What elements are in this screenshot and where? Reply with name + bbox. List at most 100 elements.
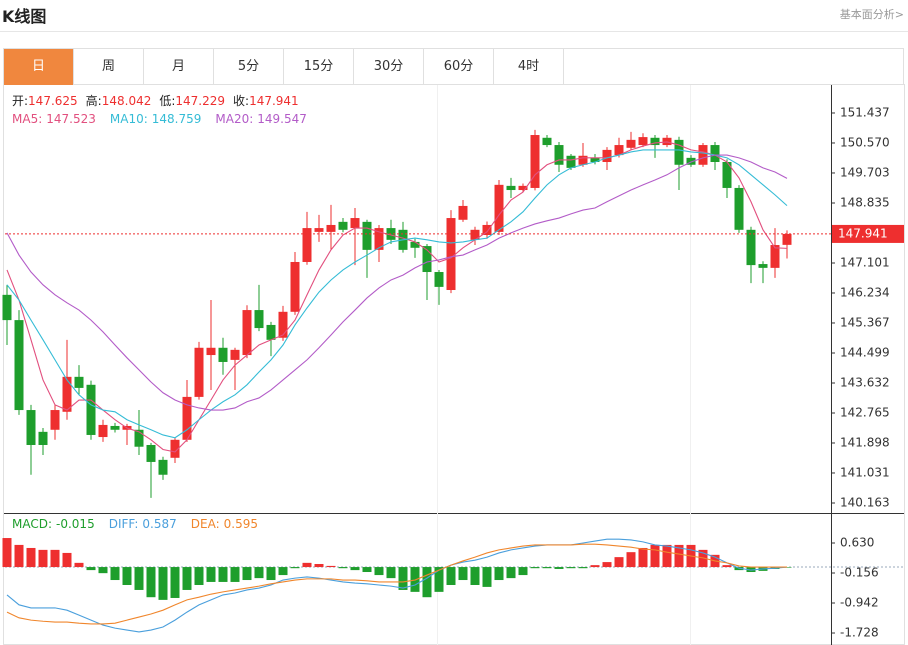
period-tab[interactable]: 15分 (284, 49, 354, 85)
candle-body (302, 228, 312, 262)
macd-bar (650, 544, 660, 568)
candle-body (422, 246, 432, 273)
y-tick-label: 151.437 (840, 105, 890, 119)
candle-body (734, 187, 744, 230)
period-tab[interactable]: 5分 (214, 49, 284, 85)
period-tab[interactable]: 周 (74, 49, 144, 85)
readout-label: 低: (159, 94, 175, 108)
period-tab[interactable]: 30分 (354, 49, 424, 85)
macd-bar (134, 567, 144, 590)
indicator-line (6, 543, 787, 625)
candle-body (470, 229, 480, 240)
candle-body (182, 396, 192, 440)
macd-bar (302, 562, 312, 568)
readout-value: 148.042 (102, 94, 152, 108)
last-price-label: 147.941 (838, 226, 888, 240)
candle-body (434, 272, 444, 287)
candle-body (638, 137, 648, 146)
macd-bar (722, 565, 732, 568)
legend-value: -0.015 (56, 517, 95, 531)
period-tab[interactable]: 4时 (494, 49, 564, 85)
candle-body (194, 347, 204, 397)
legend-name: DEA: (191, 517, 220, 531)
legend-name: MA10: (110, 112, 148, 126)
macd-bar (266, 567, 276, 581)
legend-name: MA5: (12, 112, 42, 126)
macd-bar (38, 549, 48, 568)
macd-bar (230, 567, 240, 582)
candle-body (686, 157, 696, 165)
macd-bar (146, 567, 156, 598)
y-tick-label: 0.630 (840, 536, 874, 550)
candle-body (770, 245, 780, 268)
candle-body (14, 320, 24, 411)
candle-body (410, 241, 420, 248)
candle-body (698, 145, 708, 165)
legend-value: 147.523 (46, 112, 96, 126)
candle-body (374, 228, 384, 250)
candle-body (326, 224, 336, 232)
candle-body (338, 221, 348, 230)
macd-bar (158, 567, 168, 600)
macd-bar (26, 547, 36, 568)
candle-body (518, 185, 528, 191)
legend-value: 0.595 (224, 517, 258, 531)
header-title: K线图 (2, 7, 47, 26)
candle-body (218, 347, 228, 362)
candle-body (530, 135, 540, 188)
indicator-line (6, 154, 788, 411)
macd-bar (98, 567, 108, 574)
candle-body (146, 444, 156, 462)
period-tab[interactable]: 日 (4, 49, 74, 85)
readout-label: 开: (12, 94, 28, 108)
macd-bar (662, 544, 672, 568)
candle-body (278, 311, 288, 338)
candle-body (710, 145, 720, 163)
y-tick-label: 143.632 (840, 375, 890, 389)
period-tab[interactable]: 月 (144, 49, 214, 85)
y-tick-label: 141.898 (840, 435, 890, 449)
macd-bar (110, 567, 120, 581)
y-tick-label: 145.367 (840, 315, 890, 329)
candle-body (242, 310, 252, 356)
macd-bar (542, 567, 552, 569)
y-tick-label: 149.703 (840, 165, 890, 179)
macd-bar (590, 565, 600, 568)
y-tick-label: 144.499 (840, 346, 890, 360)
candle-body (350, 218, 360, 229)
legend-name: MA20: (215, 112, 253, 126)
macd-bar (122, 567, 132, 585)
fundamental-link[interactable]: 基本面分析> (839, 8, 904, 21)
macd-bar (674, 544, 684, 568)
y-tick-label: -0.942 (840, 596, 879, 610)
ma-legend: MA5: 147.523 MA10: 148.759 MA20: 149.547 (12, 112, 307, 126)
macd-bar (290, 567, 300, 569)
macd-bar (530, 567, 540, 569)
candle-body (158, 459, 168, 475)
candle-body (674, 139, 684, 165)
candle-body (446, 218, 456, 291)
candle-body (314, 228, 324, 232)
macd-bar (494, 567, 504, 581)
y-tick-label: 147.101 (840, 255, 890, 269)
candle-body (722, 162, 732, 188)
candle-body (74, 376, 84, 388)
macd-bar (170, 567, 180, 598)
candle-body (542, 137, 552, 146)
period-tab[interactable]: 60分 (424, 49, 494, 85)
legend-name: MACD: (12, 517, 52, 531)
readout-value: 147.625 (28, 94, 78, 108)
candle-body (626, 139, 636, 148)
readout-value: 147.941 (249, 94, 299, 108)
candle-body (26, 410, 36, 445)
macd-bar (698, 549, 708, 568)
legend-name: DIFF: (109, 517, 139, 531)
candle-body (2, 294, 12, 321)
period-tabs: 日周月 5分 15分 30分 60分 4时 (3, 48, 904, 85)
candle-body (758, 264, 768, 268)
macd-bar (242, 567, 252, 581)
y-tick-label: 141.031 (840, 465, 890, 479)
macd-bar (374, 567, 384, 576)
macd-bar (194, 567, 204, 585)
